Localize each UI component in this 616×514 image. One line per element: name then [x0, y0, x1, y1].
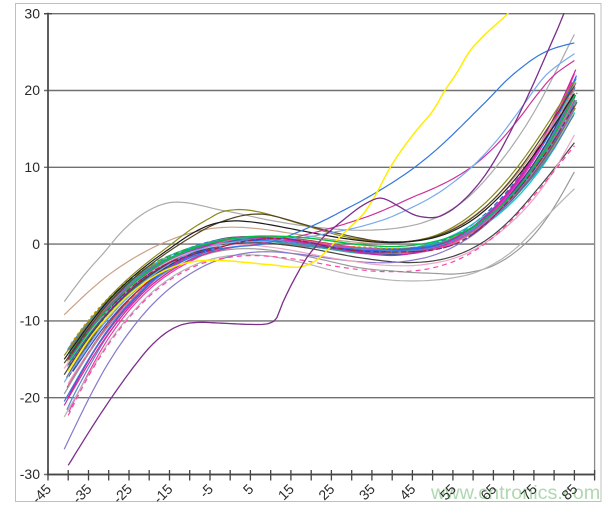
svg-text:20: 20 [24, 82, 40, 98]
svg-text:10: 10 [24, 159, 40, 175]
svg-text:0: 0 [32, 236, 40, 252]
svg-text:-20: -20 [20, 389, 40, 405]
svg-text:-10: -10 [20, 313, 40, 329]
svg-text:-30: -30 [20, 466, 40, 482]
svg-text:30: 30 [24, 5, 40, 21]
svg-text:www.cntronics.com: www.cntronics.com [430, 482, 600, 504]
